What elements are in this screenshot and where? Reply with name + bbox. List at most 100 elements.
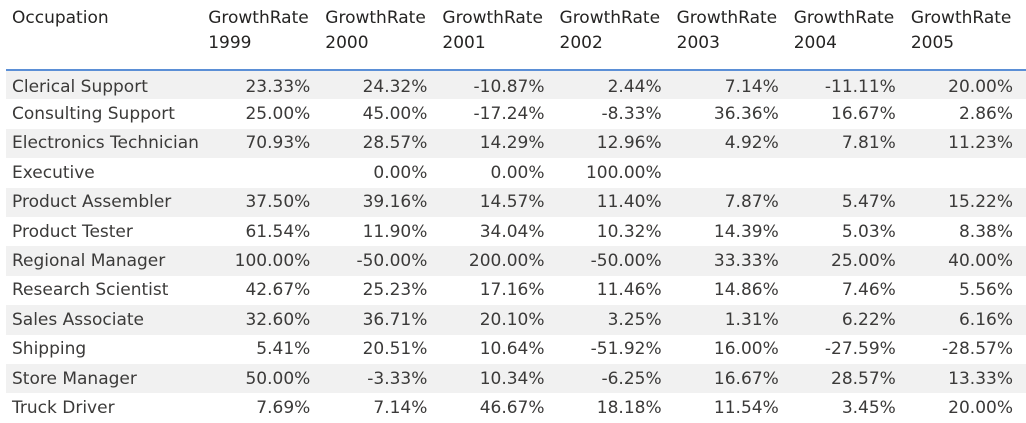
growth-rate-cell: 40.00% xyxy=(908,246,1026,276)
growth-rate-cell: 10.34% xyxy=(440,363,558,394)
column-header-occupation[interactable]: Occupation xyxy=(6,0,207,71)
growth-rate-cell: 36.36% xyxy=(674,99,792,129)
growth-rate-cell: 20.00% xyxy=(908,393,1026,423)
growth-rate-cell: 32.60% xyxy=(206,305,324,335)
growth-rate-cell: 0.00% xyxy=(323,158,441,188)
occupation-cell: Research Scientist xyxy=(6,275,207,306)
column-header-growthrate-2001[interactable]: GrowthRate 2001 xyxy=(440,0,558,71)
growth-rate-cell: 15.22% xyxy=(908,187,1026,217)
growth-rate-cell: -10.87% xyxy=(440,70,558,100)
table-row: Truck Driver 7.69% 7.14% 46.67% 18.18% 11.54%… xyxy=(6,393,1026,423)
growth-rate-cell: 23.33% xyxy=(206,70,324,100)
growth-rate-cell: -50.00% xyxy=(557,246,675,276)
growth-rate-cell: 25.23% xyxy=(323,275,441,306)
occupation-cell: Product Tester xyxy=(6,216,207,247)
table-row: Product Tester 61.54% 11.90% 34.04% 10.32% 14… xyxy=(6,216,1026,247)
growth-rate-cell: 7.81% xyxy=(791,128,909,159)
growth-rate-cell: 50.00% xyxy=(206,363,324,394)
occupation-cell: Clerical Support xyxy=(6,70,207,100)
growth-rate-cell: 11.46% xyxy=(557,275,675,306)
growth-rate-cell: -17.24% xyxy=(440,99,558,129)
growth-rate-cell: 37.50% xyxy=(206,187,324,217)
growth-rate-cell: 20.51% xyxy=(323,334,441,364)
growth-rate-cell xyxy=(674,158,792,188)
growth-rate-cell: 6.16% xyxy=(908,305,1026,335)
growth-rate-cell: 3.25% xyxy=(557,305,675,335)
table-row: Research Scientist 42.67% 25.23% 17.16% 11.4… xyxy=(6,275,1026,306)
growth-rate-cell: 13.33% xyxy=(908,363,1026,394)
table-row: Regional Manager 100.00% -50.00% 200.00% -50… xyxy=(6,246,1026,276)
growth-rate-cell: 4.92% xyxy=(674,128,792,159)
growth-rate-cell: 5.03% xyxy=(791,216,909,247)
column-header-growthrate-2004[interactable]: GrowthRate 2004 xyxy=(791,0,909,71)
occupation-cell: Sales Associate xyxy=(6,305,207,335)
growth-rate-cell xyxy=(791,158,909,188)
growth-rate-cell: 28.57% xyxy=(791,363,909,394)
growth-rate-cell: 18.18% xyxy=(557,393,675,423)
growth-rate-cell: 28.57% xyxy=(323,128,441,159)
growth-rate-cell: 36.71% xyxy=(323,305,441,335)
growth-rate-cell: 1.31% xyxy=(674,305,792,335)
growth-rate-cell: -8.33% xyxy=(557,99,675,129)
growth-rate-cell: -51.92% xyxy=(557,334,675,364)
growth-rate-cell: 11.90% xyxy=(323,216,441,247)
growth-rate-cell: 5.56% xyxy=(908,275,1026,306)
growth-rate-cell: 16.67% xyxy=(674,363,792,394)
growth-rate-cell: 12.96% xyxy=(557,128,675,159)
growth-rate-cell: 7.69% xyxy=(206,393,324,423)
growth-rate-cell: 8.38% xyxy=(908,216,1026,247)
growth-rate-cell: 46.67% xyxy=(440,393,558,423)
growth-rate-cell: -6.25% xyxy=(557,363,675,394)
growth-rate-cell: 34.04% xyxy=(440,216,558,247)
occupation-cell: Shipping xyxy=(6,334,207,364)
growth-rate-cell: 20.10% xyxy=(440,305,558,335)
table-row: Product Assembler 37.50% 39.16% 14.57% 11.40… xyxy=(6,187,1026,217)
column-header-growthrate-2005[interactable]: GrowthRate 2005 xyxy=(908,0,1026,71)
growth-rate-cell: 14.57% xyxy=(440,187,558,217)
growth-rate-cell: 5.47% xyxy=(791,187,909,217)
growth-rate-cell: -50.00% xyxy=(323,246,441,276)
occupation-cell: Regional Manager xyxy=(6,246,207,276)
table-row: Electronics Technician 70.93% 28.57% 14.29%… xyxy=(6,128,1026,159)
table-body: Clerical Support 23.33% 24.32% -10.87% 2.44%… xyxy=(6,70,1026,423)
column-header-growthrate-1999[interactable]: GrowthRate 1999 xyxy=(206,0,324,71)
growth-rate-cell: 100.00% xyxy=(557,158,675,188)
growth-rate-cell: 14.29% xyxy=(440,128,558,159)
growth-rate-cell: 42.67% xyxy=(206,275,324,306)
table-row: Sales Associate 32.60% 36.71% 20.10% 3.25% 1.… xyxy=(6,305,1026,335)
growth-rate-cell: 25.00% xyxy=(206,99,324,129)
growth-rate-cell: 7.14% xyxy=(674,70,792,100)
growth-rate-cell: 14.39% xyxy=(674,216,792,247)
growth-rate-cell: 14.86% xyxy=(674,275,792,306)
growth-rate-cell: -27.59% xyxy=(791,334,909,364)
table-row: Store Manager 50.00% -3.33% 10.34% -6.25% 16.… xyxy=(6,363,1026,394)
growth-rate-cell: 200.00% xyxy=(440,246,558,276)
table-row: Shipping 5.41% 20.51% 10.64% -51.92% 16.00% -2… xyxy=(6,334,1026,364)
growth-rate-cell: 5.41% xyxy=(206,334,324,364)
growth-rate-cell xyxy=(908,158,1026,188)
growth-rate-cell: 10.32% xyxy=(557,216,675,247)
header-row: Occupation GrowthRate 1999 GrowthRate 2000… xyxy=(6,0,1026,71)
growth-rate-cell: 16.00% xyxy=(674,334,792,364)
growth-rate-cell: -28.57% xyxy=(908,334,1026,364)
occupation-cell: Product Assembler xyxy=(6,187,207,217)
growth-rate-cell: 2.44% xyxy=(557,70,675,100)
growth-rate-cell: 7.87% xyxy=(674,187,792,217)
growth-rate-cell: 11.54% xyxy=(674,393,792,423)
growth-rate-table: Occupation GrowthRate 1999 GrowthRate 2000… xyxy=(6,0,1026,423)
growth-rate-cell: -11.11% xyxy=(791,70,909,100)
column-header-growthrate-2002[interactable]: GrowthRate 2002 xyxy=(557,0,675,71)
occupation-cell: Executive xyxy=(6,158,207,188)
occupation-cell: Consulting Support xyxy=(6,99,207,129)
occupation-cell: Truck Driver xyxy=(6,393,207,423)
table-row: Consulting Support 25.00% 45.00% -17.24% -8.… xyxy=(6,99,1026,129)
column-header-growthrate-2003[interactable]: GrowthRate 2003 xyxy=(674,0,792,71)
growth-rate-cell: 11.23% xyxy=(908,128,1026,159)
column-header-growthrate-2000[interactable]: GrowthRate 2000 xyxy=(323,0,441,71)
growth-rate-cell: 70.93% xyxy=(206,128,324,159)
occupation-cell: Electronics Technician xyxy=(6,128,207,159)
growth-rate-cell: 45.00% xyxy=(323,99,441,129)
growth-rate-cell: 7.46% xyxy=(791,275,909,306)
growth-rate-cell xyxy=(206,158,324,188)
table-row: Clerical Support 23.33% 24.32% -10.87% 2.44%… xyxy=(6,70,1026,100)
